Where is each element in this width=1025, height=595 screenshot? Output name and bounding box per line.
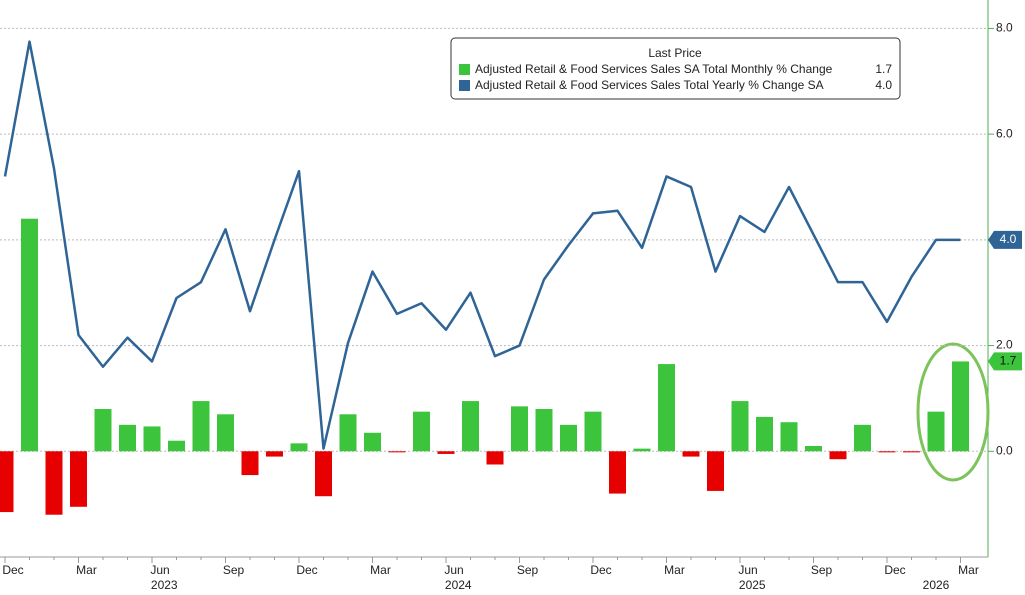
bar (756, 416, 773, 452)
x-tick-label: Dec (296, 563, 317, 577)
bar (731, 401, 749, 452)
bar (609, 451, 626, 494)
x-year-label: 2025 (739, 578, 766, 592)
bar (903, 451, 920, 453)
x-tick-label: Mar (958, 563, 979, 577)
highlight-ellipse (916, 342, 990, 482)
bar (462, 401, 479, 452)
bar (560, 424, 577, 452)
x-tick-label: Mar (664, 563, 685, 577)
bar (535, 409, 553, 452)
bar (266, 451, 283, 457)
legend-value: 4.0 (875, 78, 892, 92)
x-tick-label: Jun (150, 563, 169, 577)
bar (437, 451, 455, 454)
bar (829, 451, 847, 460)
bar (584, 411, 602, 452)
bar (780, 422, 798, 452)
x-tick-label: Dec (2, 563, 23, 577)
x-tick-label: Sep (223, 563, 245, 577)
x-tick-label: Sep (811, 563, 833, 577)
x-tick-label: Jun (738, 563, 757, 577)
x-tick-label: Dec (590, 563, 611, 577)
legend-box (450, 37, 901, 100)
bar (486, 451, 504, 465)
bar (21, 218, 38, 452)
y-tick-label: 0.0 (996, 443, 1013, 457)
bar (339, 414, 357, 452)
bar (413, 411, 430, 452)
bar (952, 361, 969, 452)
value-tag-label: 4.0 (1000, 232, 1017, 246)
legend-label: Adjusted Retail & Food Services Sales SA… (475, 62, 833, 76)
legend-swatch (459, 80, 470, 91)
x-year-label: 2023 (151, 578, 178, 592)
x-tick-label: Jun (444, 563, 463, 577)
bar (805, 446, 822, 452)
bar (854, 424, 871, 452)
bar (45, 451, 63, 515)
x-year-label: 2024 (445, 578, 472, 592)
legend-swatch (459, 64, 470, 75)
bar (364, 432, 381, 452)
bar (192, 401, 210, 452)
bar (290, 443, 308, 452)
legend: Last Price Adjusted Retail & Food Servic… (450, 37, 901, 100)
value-tag (988, 352, 1022, 371)
bar (927, 411, 945, 452)
bar (70, 451, 87, 507)
x-tick-label: Dec (884, 563, 905, 577)
bar (707, 451, 724, 491)
x-year-label: 2026 (923, 578, 950, 592)
legend-title: Last Price (648, 46, 702, 60)
bar (168, 440, 185, 452)
bar (143, 426, 161, 452)
bar (0, 451, 14, 513)
bar (388, 451, 406, 453)
bar (878, 451, 896, 453)
plot (0, 27, 994, 563)
legend-value: 1.7 (875, 62, 892, 76)
bar (241, 451, 259, 476)
x-tick-label: Sep (517, 563, 539, 577)
x-tick-label: Mar (76, 563, 97, 577)
bar (633, 448, 651, 452)
bar (217, 414, 234, 452)
bar (119, 424, 136, 452)
y-tick-label: 2.0 (996, 338, 1013, 352)
y-tick-label: 6.0 (996, 126, 1013, 140)
legend-label: Adjusted Retail & Food Services Sales To… (475, 78, 824, 92)
bar (94, 409, 112, 452)
bar (658, 364, 675, 452)
y-tick-label: 8.0 (996, 21, 1013, 35)
x-tick-label: Mar (370, 563, 391, 577)
bar (315, 451, 332, 497)
value-tag-label: 1.7 (1000, 354, 1017, 368)
value-tag (988, 230, 1022, 249)
line (3, 40, 961, 450)
bar (682, 451, 700, 457)
bar (511, 406, 528, 452)
